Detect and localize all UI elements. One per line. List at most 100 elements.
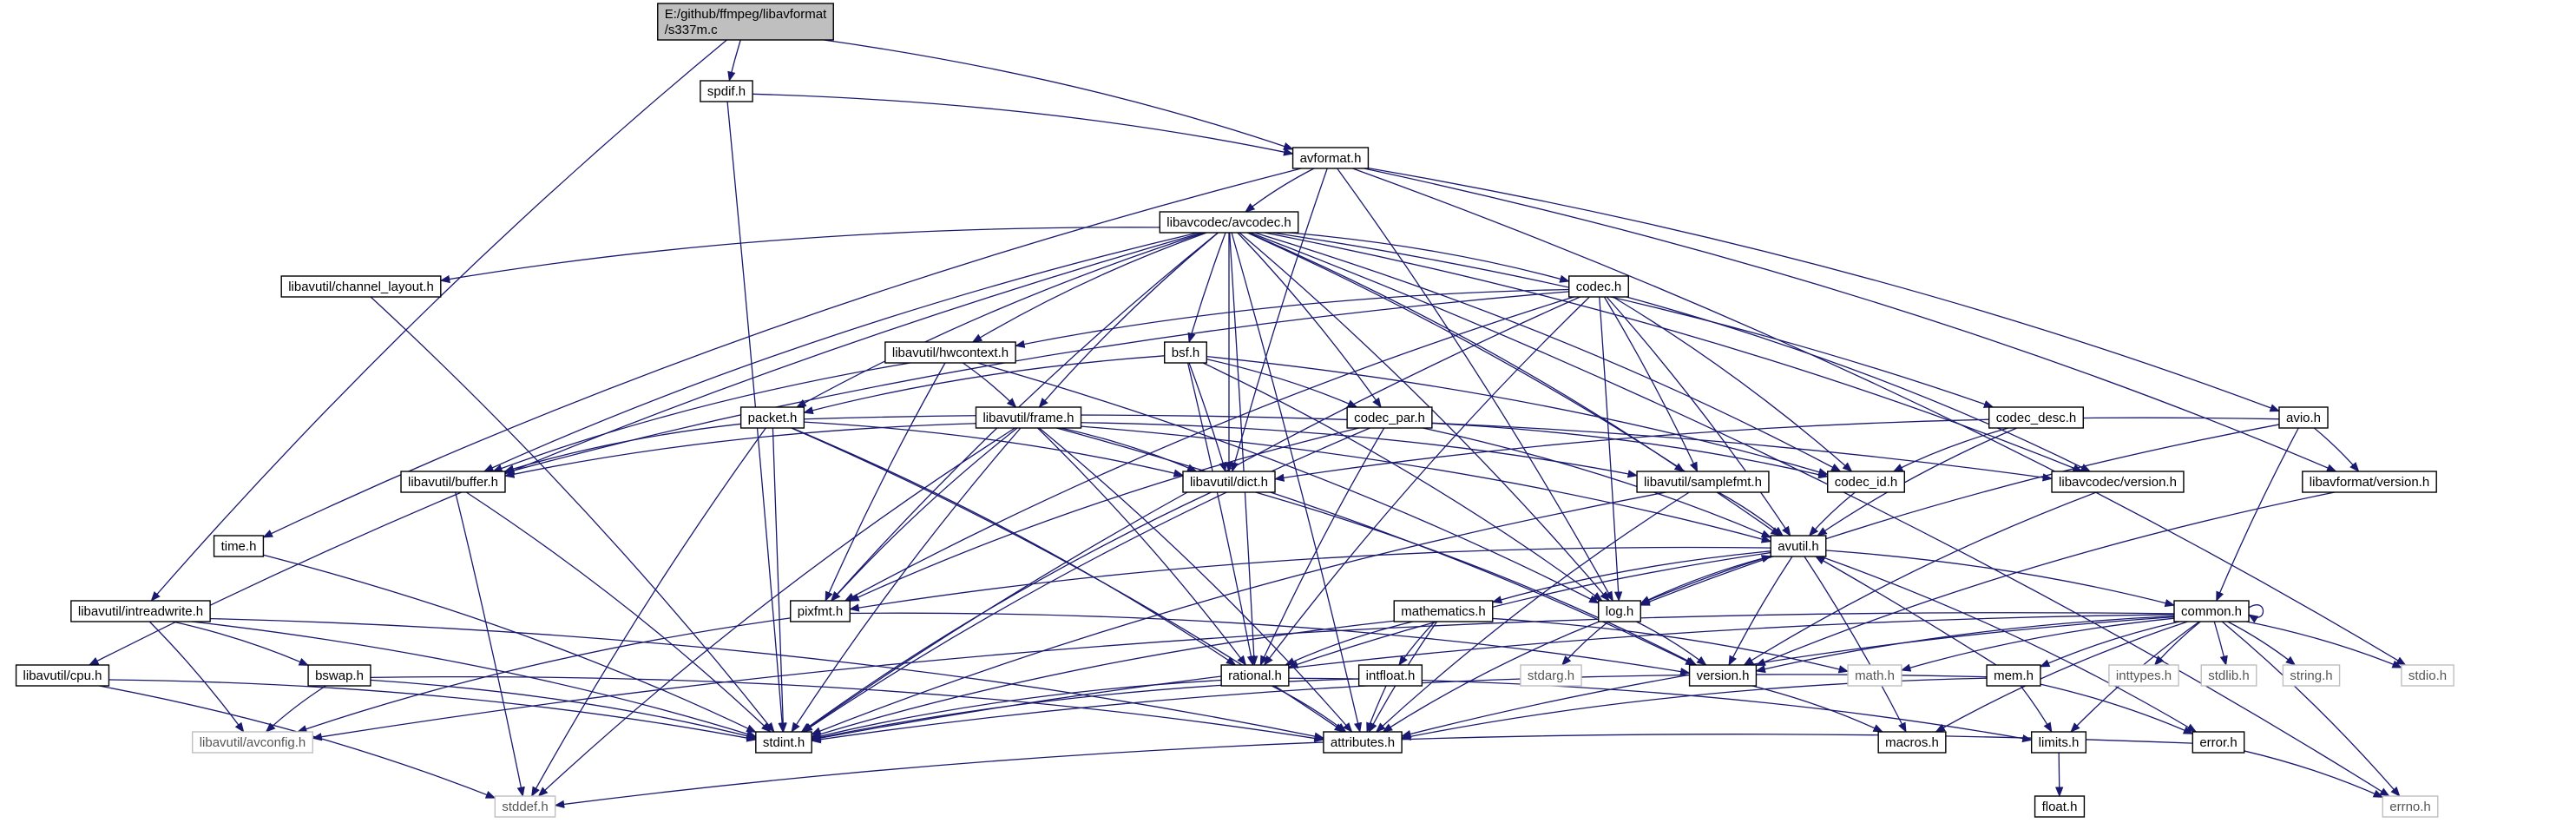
node-label: libavcodec/avcodec.h — [1166, 215, 1291, 230]
node-cpu[interactable]: libavutil/cpu.h — [15, 664, 110, 687]
edge-frame-to-attributes — [1038, 427, 1353, 733]
node-chlayout[interactable]: libavutil/channel_layout.h — [280, 275, 442, 298]
edge-common-to-common — [2248, 604, 2264, 623]
node-packet[interactable]: packet.h — [739, 406, 805, 429]
node-bswap[interactable]: bswap.h — [307, 664, 371, 687]
edge-line — [2313, 427, 2360, 472]
node-common[interactable]: common.h — [2173, 600, 2250, 622]
node-samplefmt[interactable]: libavutil/samplefmt.h — [1636, 471, 1770, 493]
node-avutil[interactable]: avutil.h — [1770, 535, 1827, 557]
edge-avutil-to-macros — [1804, 556, 1907, 734]
node-macros[interactable]: macros.h — [1877, 731, 1947, 754]
node-codecdesc[interactable]: codec_desc.h — [1988, 406, 2084, 429]
node-pixfmt[interactable]: pixfmt.h — [790, 600, 851, 622]
edge-line — [172, 621, 310, 666]
edge-line — [1206, 355, 1829, 477]
node-dict[interactable]: libavutil/dict.h — [1182, 471, 1276, 493]
node-intfloat[interactable]: intfloat.h — [1357, 664, 1423, 687]
node-label: avformat.h — [1300, 151, 1362, 166]
node-mem[interactable]: mem.h — [1986, 664, 2041, 687]
edge-line — [1382, 621, 1600, 733]
node-lavfversion[interactable]: libavformat/version.h — [2302, 471, 2437, 493]
edge-cpu-to-stdint — [108, 679, 757, 742]
edge-line — [1613, 296, 1853, 472]
edge-common-to-version — [1755, 616, 2175, 674]
edge-line — [1825, 550, 2176, 608]
node-stdint[interactable]: stdint.h — [755, 731, 812, 754]
node-version[interactable]: version.h — [1688, 664, 1758, 687]
node-box — [1220, 664, 1290, 687]
edge-line — [1599, 296, 1623, 602]
node-buffer[interactable]: libavutil/buffer.h — [400, 471, 506, 493]
node-label: limits.h — [2039, 735, 2080, 750]
edge-bswap-to-avconfig — [265, 685, 326, 733]
edge-line — [844, 296, 1574, 602]
edge-bsf-to-codecpar — [1206, 359, 1358, 408]
node-errno[interactable]: errno.h — [2382, 795, 2439, 818]
edge-avformat-to-log — [1337, 168, 1613, 602]
edge-root-to-spdif — [727, 39, 741, 82]
edge-frame-to-dict — [1061, 427, 1198, 472]
node-frame[interactable]: libavutil/frame.h — [975, 406, 1082, 429]
edge-codec-to-log — [1599, 296, 1623, 602]
node-box — [1877, 731, 1947, 754]
edge-line — [1187, 232, 1226, 344]
edge-codecid-to-avutil — [1808, 491, 1856, 537]
node-spdif[interactable]: spdif.h — [700, 80, 753, 102]
node-box — [1346, 406, 1433, 429]
node-math[interactable]: math.h — [1847, 664, 1902, 687]
node-stdio[interactable]: stdio.h — [2401, 664, 2454, 687]
node-mathematics[interactable]: mathematics.h — [1393, 600, 1494, 622]
edge-line — [1188, 362, 1227, 473]
node-intreadwrite[interactable]: libavutil/intreadwrite.h — [70, 600, 211, 622]
edge-line — [2153, 621, 2201, 666]
edge-intreadwrite-to-stdint — [191, 621, 757, 738]
node-hwcontext[interactable]: libavutil/hwcontext.h — [884, 341, 1016, 364]
edge-line — [831, 427, 1018, 602]
node-stdlib[interactable]: stdlib.h — [2200, 664, 2257, 687]
node-time[interactable]: time.h — [213, 535, 265, 557]
edge-line — [1038, 427, 1353, 733]
node-box — [2108, 664, 2179, 687]
edge-common-to-math — [1900, 617, 2175, 672]
node-limits[interactable]: limits.h — [2030, 731, 2087, 754]
node-stddef[interactable]: stddef.h — [494, 795, 556, 818]
node-label: bsf.h — [1172, 346, 1200, 360]
node-root[interactable]: E:/github/ffmpeg/libavformat/s337m.c — [657, 3, 834, 41]
node-codecid[interactable]: codec_id.h — [1827, 471, 1905, 493]
node-avformat[interactable]: avformat.h — [1291, 147, 1370, 169]
node-label: stdlib.h — [2208, 668, 2250, 683]
node-float[interactable]: float.h — [2034, 795, 2086, 818]
node-codecpar[interactable]: codec_par.h — [1346, 406, 1433, 429]
node-log[interactable]: log.h — [1598, 600, 1641, 622]
edge-common-to-inttypes — [2153, 621, 2201, 666]
edge-codecpar-to-avutil — [1423, 427, 1772, 538]
edge-root-to-avformat — [824, 39, 1294, 150]
node-lavcversion[interactable]: libavcodec/version.h — [2051, 471, 2185, 493]
edge-avcodec-to-codecid — [1254, 232, 1842, 472]
node-avconfig[interactable]: libavutil/avconfig.h — [192, 731, 313, 754]
edge-lavfversion-to-version — [1755, 491, 2336, 667]
node-avcodec[interactable]: libavcodec/avcodec.h — [1159, 211, 1299, 234]
edge-common-to-stdio — [2246, 621, 2402, 668]
edge-line — [1892, 427, 2009, 472]
node-string[interactable]: string.h — [2282, 664, 2341, 687]
node-bsf[interactable]: bsf.h — [1164, 341, 1207, 364]
edge-codecpar-to-rational — [1259, 427, 1385, 667]
node-inttypes[interactable]: inttypes.h — [2108, 664, 2179, 687]
edge-layer — [88, 39, 2407, 808]
node-error[interactable]: error.h — [2192, 731, 2245, 754]
edge-line — [1364, 168, 2337, 472]
edge-samplefmt-to-avutil — [1718, 491, 1784, 537]
node-box — [1986, 664, 2041, 687]
edge-line — [825, 362, 946, 602]
node-rational[interactable]: rational.h — [1220, 664, 1290, 687]
edge-avformat-to-lavfversion — [1364, 168, 2337, 472]
edge-error-to-errno — [2244, 750, 2384, 798]
node-label: libavutil/samplefmt.h — [1644, 475, 1762, 490]
node-attributes[interactable]: attributes.h — [1323, 731, 1403, 754]
node-avio[interactable]: avio.h — [2278, 406, 2329, 429]
node-stdarg[interactable]: stdarg.h — [1520, 664, 1582, 687]
node-codec[interactable]: codec.h — [1568, 275, 1629, 298]
edge-bswap-to-stdint — [370, 679, 757, 741]
